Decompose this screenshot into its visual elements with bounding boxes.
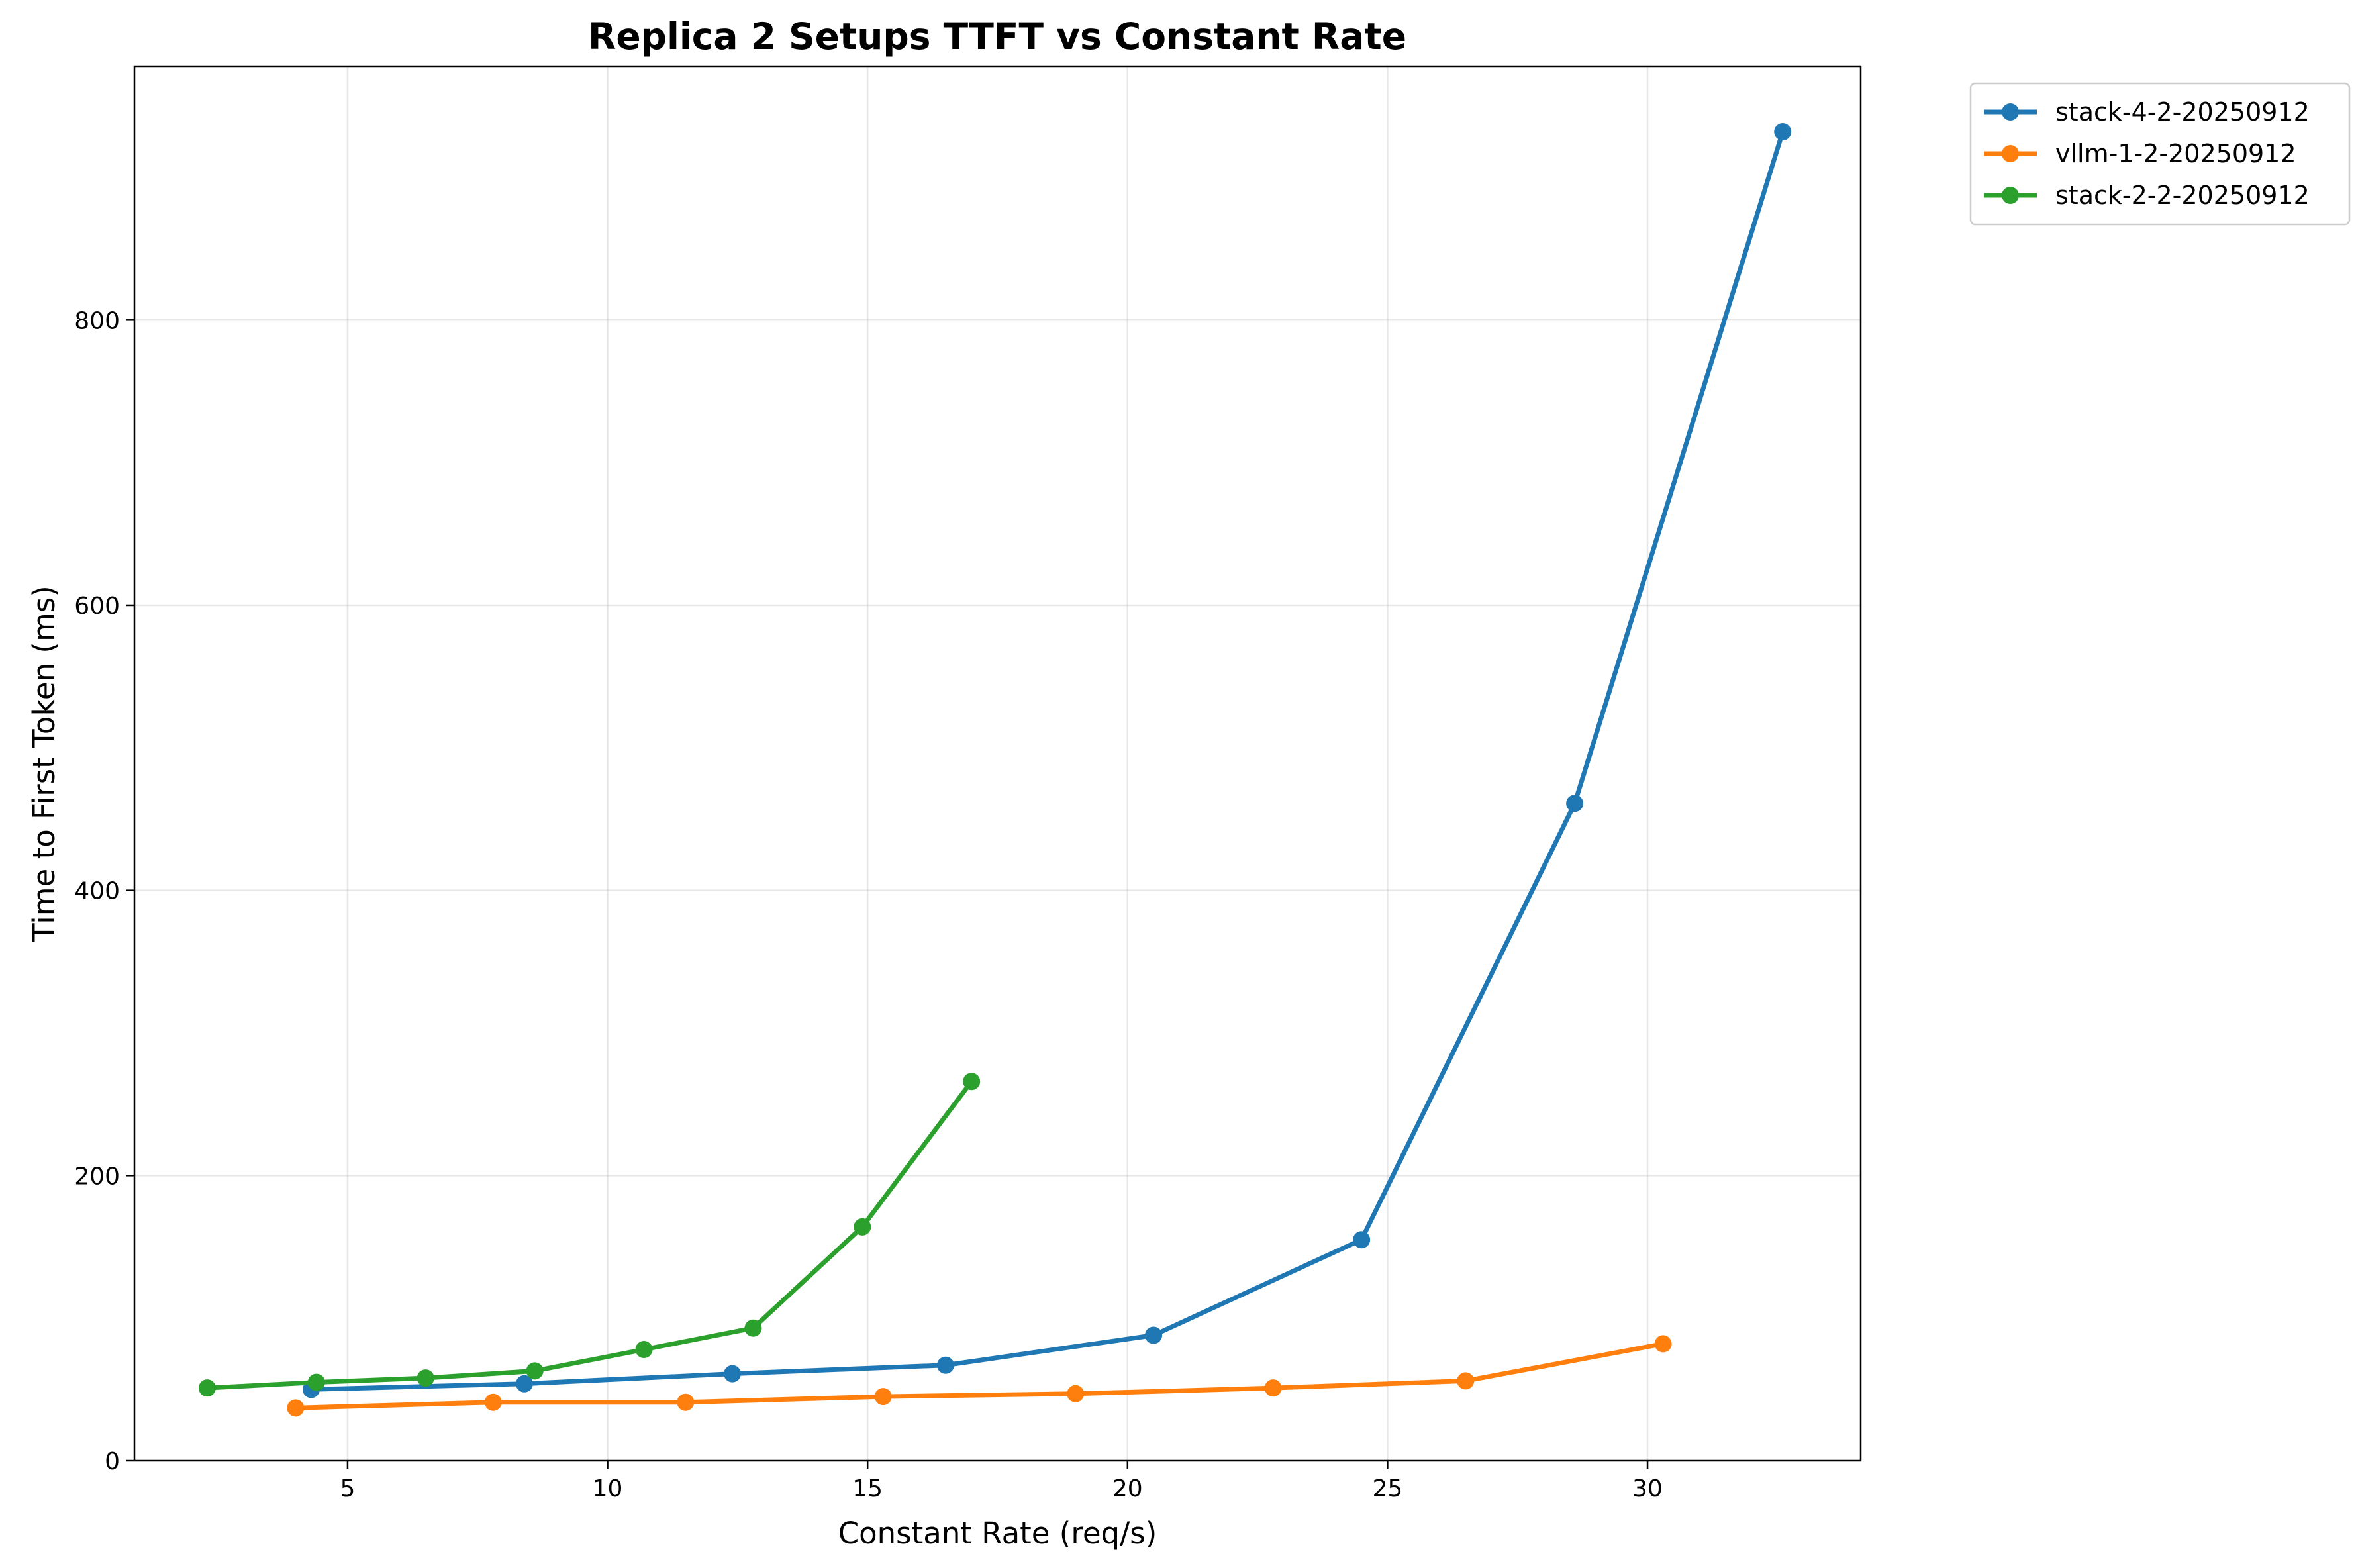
data-point	[484, 1393, 502, 1411]
x-axis-title: Constant Rate (req/s)	[838, 1516, 1157, 1551]
y-tick-label: 800	[74, 307, 120, 334]
series-vllm-1-2-20250912	[287, 1335, 1672, 1417]
data-point	[198, 1379, 216, 1397]
data-point	[963, 1073, 981, 1091]
x-tick-label: 25	[1373, 1475, 1403, 1502]
chart-title: Replica 2 Setups TTFT vs Constant Rate	[588, 15, 1406, 58]
x-tick-label: 20	[1112, 1475, 1143, 1502]
data-point	[307, 1373, 325, 1391]
data-point	[1067, 1385, 1085, 1402]
x-tick-label: 10	[593, 1475, 623, 1502]
series-stack-2-2-20250912	[198, 1073, 981, 1397]
data-point	[1566, 795, 1584, 812]
legend-label: stack-2-2-20250912	[2055, 181, 2310, 210]
y-axis-title: Time to First Token (ms)	[26, 585, 62, 942]
y-tick-label: 0	[105, 1448, 120, 1475]
data-point	[854, 1218, 871, 1236]
x-tick-label: 30	[1632, 1475, 1663, 1502]
data-point	[526, 1362, 544, 1380]
series-line	[205, 1079, 974, 1391]
data-point	[417, 1369, 434, 1387]
data-point	[1457, 1372, 1475, 1390]
data-point	[1774, 123, 1792, 141]
legend-label: vllm-1-2-20250912	[2055, 139, 2296, 168]
data-point	[874, 1388, 892, 1406]
legend-item: stack-2-2-20250912	[1984, 181, 2310, 210]
axis-ticks: 5 10 15 20 25 30 0 200 400 600 800	[74, 307, 1663, 1502]
data-point	[724, 1365, 742, 1383]
series-line	[293, 1341, 1666, 1410]
legend: stack-4-2-20250912 vllm-1-2-20250912 stack…	[1969, 82, 2351, 226]
grid-lines	[134, 66, 1861, 1462]
legend-marker	[2002, 145, 2019, 162]
legend-label: stack-4-2-20250912	[2055, 97, 2310, 126]
data-point	[1353, 1231, 1371, 1249]
series-line	[309, 129, 1785, 1392]
data-point	[635, 1341, 653, 1359]
data-point	[1264, 1379, 1282, 1397]
x-tick-label: 5	[340, 1475, 355, 1502]
y-tick-label: 600	[74, 593, 120, 620]
plot-frame	[133, 65, 1862, 1462]
data-point	[287, 1399, 305, 1417]
x-tick-label: 15	[852, 1475, 883, 1502]
legend-marker	[2002, 187, 2019, 204]
legend-box	[1969, 82, 2351, 226]
data-point	[677, 1393, 695, 1411]
data-point	[744, 1319, 762, 1337]
series-lines	[198, 123, 1792, 1417]
data-point	[1654, 1335, 1672, 1353]
data-point	[1145, 1326, 1163, 1344]
y-tick-label: 400	[74, 878, 120, 905]
legend-marker	[2002, 103, 2019, 121]
series-stack-4-2-20250912	[302, 123, 1792, 1398]
legend-item: vllm-1-2-20250912	[1984, 139, 2296, 168]
data-point	[515, 1375, 533, 1393]
legend-item: stack-4-2-20250912	[1984, 97, 2310, 126]
y-tick-label: 200	[74, 1163, 120, 1190]
data-point	[936, 1356, 954, 1374]
